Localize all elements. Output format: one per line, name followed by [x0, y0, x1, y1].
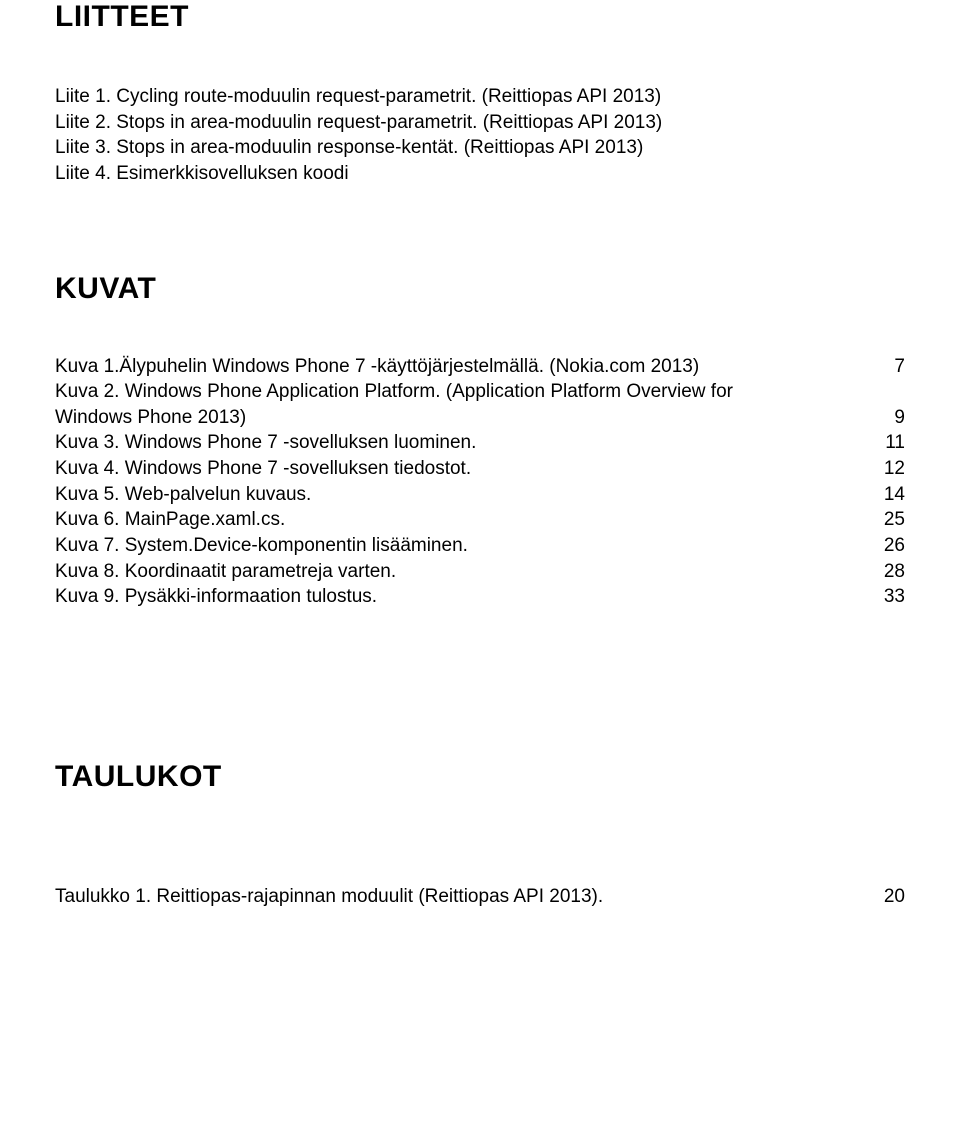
item-text: Taulukko 1. Reittiopas-rajapinnan moduul… — [55, 884, 875, 910]
item-text: Kuva 9. Pysäkki-informaation tulostus. — [55, 584, 875, 610]
list-item: Kuva 3. Windows Phone 7 -sovelluksen luo… — [55, 430, 905, 456]
item-page: 25 — [875, 507, 905, 533]
item-page: 28 — [875, 559, 905, 585]
item-page: 20 — [875, 884, 905, 910]
taulukot-list: Taulukko 1. Reittiopas-rajapinnan moduul… — [55, 884, 905, 910]
item-page: 11 — [875, 430, 905, 456]
item-page: 26 — [875, 533, 905, 559]
list-item: Kuva 5. Web-palvelun kuvaus. 14 — [55, 482, 905, 508]
list-item: Liite 1. Cycling route-moduulin request-… — [55, 84, 905, 110]
item-page: 33 — [875, 584, 905, 610]
item-text: Kuva 2. Windows Phone Application Platfo… — [55, 379, 875, 405]
item-text: Kuva 4. Windows Phone 7 -sovelluksen tie… — [55, 456, 875, 482]
list-item: Kuva 9. Pysäkki-informaation tulostus. 3… — [55, 584, 905, 610]
liitteet-list: Liite 1. Cycling route-moduulin request-… — [55, 84, 905, 187]
item-page: 7 — [875, 354, 905, 380]
list-item: Kuva 1.Älypuhelin Windows Phone 7 -käytt… — [55, 354, 905, 380]
list-item: Liite 2. Stops in area-moduulin request-… — [55, 110, 905, 136]
item-page: 12 — [875, 456, 905, 482]
list-item: Taulukko 1. Reittiopas-rajapinnan moduul… — [55, 884, 905, 910]
list-item: Kuva 6. MainPage.xaml.cs. 25 — [55, 507, 905, 533]
item-page: 9 — [875, 405, 905, 431]
item-text: Kuva 7. System.Device-komponentin lisääm… — [55, 533, 875, 559]
list-item: Kuva 2. Windows Phone Application Platfo… — [55, 379, 905, 430]
kuvat-heading: KUVAT — [55, 272, 905, 306]
taulukot-heading: TAULUKOT — [55, 760, 905, 794]
kuvat-list: Kuva 1.Älypuhelin Windows Phone 7 -käytt… — [55, 354, 905, 610]
list-item: Liite 3. Stops in area-moduulin response… — [55, 135, 905, 161]
item-text: Kuva 1.Älypuhelin Windows Phone 7 -käytt… — [55, 354, 875, 380]
item-text: Windows Phone 2013) — [55, 405, 875, 431]
list-item: Kuva 4. Windows Phone 7 -sovelluksen tie… — [55, 456, 905, 482]
item-page: 14 — [875, 482, 905, 508]
item-text: Kuva 6. MainPage.xaml.cs. — [55, 507, 875, 533]
list-item: Kuva 8. Koordinaatit parametreja varten.… — [55, 559, 905, 585]
item-text: Kuva 3. Windows Phone 7 -sovelluksen luo… — [55, 430, 875, 456]
item-text: Kuva 8. Koordinaatit parametreja varten. — [55, 559, 875, 585]
liitteet-heading: LIITTEET — [55, 0, 905, 34]
item-text: Kuva 5. Web-palvelun kuvaus. — [55, 482, 875, 508]
list-item: Kuva 7. System.Device-komponentin lisääm… — [55, 533, 905, 559]
list-item: Liite 4. Esimerkkisovelluksen koodi — [55, 161, 905, 187]
